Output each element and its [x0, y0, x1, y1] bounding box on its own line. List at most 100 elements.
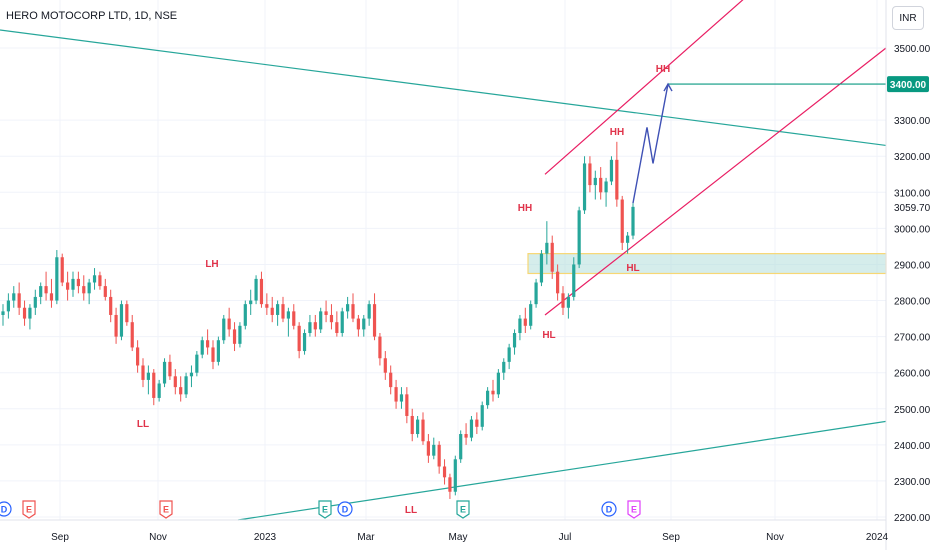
- candle-body: [561, 293, 565, 308]
- candle-body: [44, 286, 48, 294]
- earnings-icon: [627, 500, 641, 519]
- candle-body: [125, 304, 129, 323]
- x-tick-label: 2023: [254, 532, 277, 543]
- candle-body: [109, 296, 113, 315]
- candle-body: [232, 329, 237, 344]
- candle-body: [351, 304, 355, 319]
- x-tick-label: 2024: [866, 532, 889, 543]
- candle-body: [98, 275, 102, 287]
- projection-arrowhead: [663, 82, 673, 92]
- candle-body: [286, 311, 290, 319]
- support-zone[interactable]: [527, 253, 887, 275]
- swing-label: LL: [137, 419, 149, 430]
- candle-body: [502, 361, 506, 373]
- x-tick-label: Sep: [51, 532, 69, 543]
- candle-body: [383, 358, 387, 373]
- candle-body: [367, 304, 371, 319]
- candle-body: [523, 318, 527, 326]
- candle-body: [346, 304, 350, 312]
- y-tick-label: 2200.00: [894, 513, 931, 524]
- candle-body: [12, 293, 16, 301]
- swing-label: LL: [405, 505, 417, 516]
- candle-body: [6, 300, 10, 312]
- candle-body: [152, 372, 156, 398]
- price-axis[interactable]: 2200.00 2300.00 2400.00 2500.00 2600.00 2700.…: [885, 0, 931, 550]
- candle-body: [39, 286, 43, 297]
- y-tick-label: 2800.00: [894, 297, 931, 308]
- candle-body: [340, 311, 344, 334]
- last-price-label: 3059.70: [894, 203, 931, 214]
- channel-lower-line: [544, 47, 887, 316]
- candle-body: [270, 307, 274, 315]
- candle-body: [432, 444, 436, 456]
- dividend-icon: [0, 501, 12, 517]
- candle-body: [119, 304, 124, 337]
- candle-body: [71, 278, 75, 290]
- candle-body: [17, 293, 21, 308]
- swing-label: HH: [656, 64, 670, 75]
- event-marker: D: [337, 501, 353, 517]
- candle-body: [362, 318, 366, 330]
- ascending-trendline: [237, 420, 887, 521]
- event-letter: D: [606, 505, 613, 515]
- candle-body: [206, 340, 210, 348]
- event-marker: D: [601, 501, 617, 517]
- candle-body: [308, 322, 312, 334]
- y-tick-label: 2900.00: [894, 260, 931, 271]
- candle-body: [539, 253, 544, 283]
- candlesticks[interactable]: [1, 141, 635, 499]
- currency-button[interactable]: INR: [892, 6, 924, 30]
- time-axis[interactable]: Sep Nov 2023 Mar May Jul Sep Nov 2024: [0, 519, 889, 543]
- event-marker: E: [627, 500, 641, 519]
- x-tick-label: Nov: [149, 532, 167, 543]
- candle-body: [545, 242, 549, 254]
- candle-body: [222, 318, 226, 341]
- earnings-icon: [22, 500, 36, 519]
- candle-body: [103, 286, 107, 297]
- candle-body: [22, 307, 27, 319]
- candle-body: [162, 361, 167, 384]
- candle-body: [243, 304, 247, 326]
- candle-body: [292, 311, 296, 326]
- candle-body: [335, 322, 339, 334]
- candle-body: [87, 282, 91, 294]
- target-price-label: 3400.00: [890, 80, 927, 91]
- candle-body: [588, 163, 592, 186]
- candle-body: [491, 390, 495, 395]
- swing-label: HL: [626, 263, 639, 274]
- candle-body: [512, 333, 517, 348]
- candle-body: [448, 477, 452, 492]
- earnings-icon: [318, 500, 332, 519]
- candle-body: [76, 278, 80, 287]
- candle-body: [421, 419, 425, 442]
- candle-body: [313, 322, 317, 330]
- candle-body: [550, 242, 554, 272]
- descending-trendline: [0, 29, 887, 147]
- swing-label: HH: [610, 127, 624, 138]
- candle-body: [626, 235, 630, 243]
- candle-body: [599, 177, 603, 193]
- candle-body: [593, 177, 597, 186]
- candle-body: [136, 347, 140, 366]
- event-letter: E: [460, 505, 466, 515]
- candle-body: [631, 206, 635, 236]
- event-letter: E: [163, 505, 169, 515]
- y-tick-label: 3100.00: [894, 188, 931, 199]
- candle-body: [572, 264, 576, 297]
- y-tick-label: 3200.00: [894, 152, 931, 163]
- candle-body: [200, 340, 204, 355]
- event-letter: E: [631, 505, 637, 515]
- event-letter: E: [322, 505, 328, 515]
- candle-body: [399, 394, 404, 402]
- x-tick-label: May: [449, 532, 468, 543]
- projection-path[interactable]: [632, 82, 673, 204]
- swing-label: LH: [205, 259, 218, 270]
- candle-body: [507, 347, 511, 362]
- dividend-icon: [601, 501, 617, 517]
- candle-body: [609, 159, 614, 182]
- candle-body: [211, 347, 215, 362]
- y-tick-label: 2300.00: [894, 477, 931, 488]
